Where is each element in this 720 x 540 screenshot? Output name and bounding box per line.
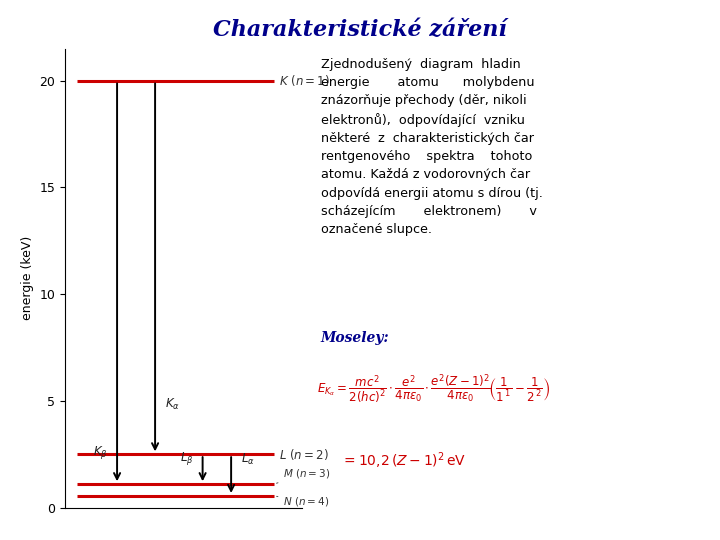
Text: $L_{\beta}$: $L_{\beta}$ bbox=[179, 450, 193, 467]
Text: $L_{\alpha}$: $L_{\alpha}$ bbox=[240, 452, 254, 467]
Text: $E_{K_\alpha} = \dfrac{mc^2}{2(hc)^2}\cdot\dfrac{e^2}{4\pi\varepsilon_0}\cdot\df: $E_{K_\alpha} = \dfrac{mc^2}{2(hc)^2}\cd… bbox=[317, 372, 550, 406]
Text: Charakteristické záření: Charakteristické záření bbox=[213, 19, 507, 41]
Text: $K_{\beta}$: $K_{\beta}$ bbox=[93, 444, 107, 461]
Text: $= 10{,}2\,(Z-1)^2\,\mathrm{eV}$: $= 10{,}2\,(Z-1)^2\,\mathrm{eV}$ bbox=[341, 450, 466, 471]
Text: Zjednodušený  diagram  hladin
energie       atomu      molybdenu
znázorňuje přec: Zjednodušený diagram hladin energie atom… bbox=[321, 58, 543, 236]
Text: $N\ (n=4)$: $N\ (n=4)$ bbox=[276, 495, 330, 508]
Y-axis label: energie (keV): energie (keV) bbox=[21, 236, 34, 320]
Text: $K_{\alpha}$: $K_{\alpha}$ bbox=[165, 396, 179, 411]
Text: Moseley:: Moseley: bbox=[321, 331, 390, 345]
Text: $K\ (n=1)$: $K\ (n=1)$ bbox=[279, 73, 330, 88]
Text: $L\ (n=2)$: $L\ (n=2)$ bbox=[279, 447, 328, 462]
Text: $M\ (n=3)$: $M\ (n=3)$ bbox=[276, 467, 330, 483]
